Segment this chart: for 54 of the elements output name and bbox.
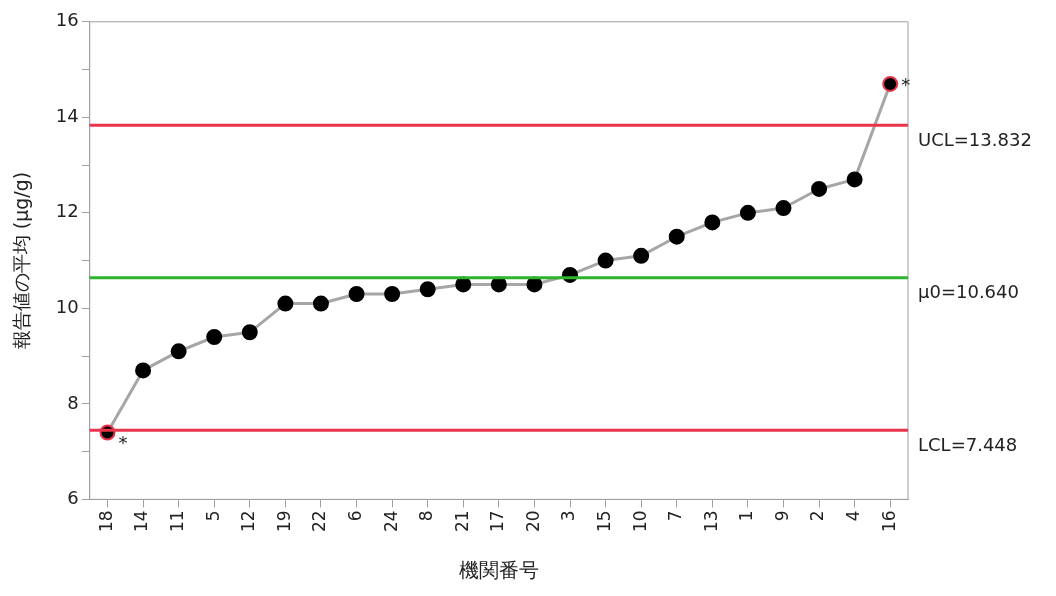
x-tick-label: 13 [700, 510, 721, 533]
x-tick-label: 11 [167, 510, 188, 533]
y-tick-label: 8 [67, 391, 79, 413]
point [312, 295, 329, 312]
point [704, 214, 721, 231]
point [846, 171, 863, 188]
x-tick-label: 12 [238, 510, 259, 533]
x-tick-label: 16 [878, 510, 899, 533]
x-tick-label: 21 [451, 510, 472, 533]
point [811, 180, 828, 197]
annotation: * [901, 73, 911, 95]
x-tick-label: 18 [95, 510, 116, 533]
point [348, 286, 365, 303]
x-tick-label: 22 [309, 510, 330, 533]
point [775, 200, 792, 217]
x-tick-label: 2 [807, 510, 828, 522]
x-axis-title: 機関番号 [458, 558, 539, 583]
x-tick-label: 5 [202, 510, 223, 522]
point [170, 343, 187, 360]
y-axis-title: 報告値の平均 (μg/g) [10, 171, 33, 350]
x-tick-label: 20 [522, 510, 543, 533]
y-tick-label: 12 [55, 200, 79, 222]
point [668, 228, 685, 245]
y-tick-label: 10 [55, 296, 79, 318]
x-tick-label: 24 [380, 510, 401, 533]
ref-line-label: μ0=10.640 [918, 281, 1019, 303]
y-tick-label: 14 [55, 104, 79, 126]
point [882, 75, 899, 92]
point [384, 286, 401, 303]
ref-line-label: UCL=13.832 [918, 129, 1032, 151]
x-tick-label: 15 [594, 510, 615, 533]
point [490, 276, 507, 293]
x-tick-label: 9 [771, 510, 792, 522]
point [206, 329, 223, 345]
point [597, 252, 614, 269]
x-tick-label: 3 [558, 510, 579, 522]
x-tick-label: 4 [843, 510, 864, 522]
x-tick-label: 6 [344, 510, 365, 522]
annotation: * [118, 432, 128, 454]
point [135, 362, 152, 379]
ref-line-label: LCL=7.448 [918, 433, 1018, 455]
point [241, 324, 258, 341]
x-tick-label: 10 [629, 510, 650, 533]
y-tick-label: 16 [55, 9, 79, 31]
point [277, 295, 294, 312]
x-tick-label: 19 [273, 510, 294, 533]
point [739, 204, 756, 221]
x-tick-label: 7 [665, 510, 686, 522]
x-tick-label: 8 [416, 510, 437, 522]
x-tick-label: 17 [487, 510, 508, 533]
x-tick-label: 1 [736, 510, 757, 522]
point [419, 281, 436, 298]
x-tick-label: 14 [131, 510, 152, 533]
point [633, 247, 650, 264]
